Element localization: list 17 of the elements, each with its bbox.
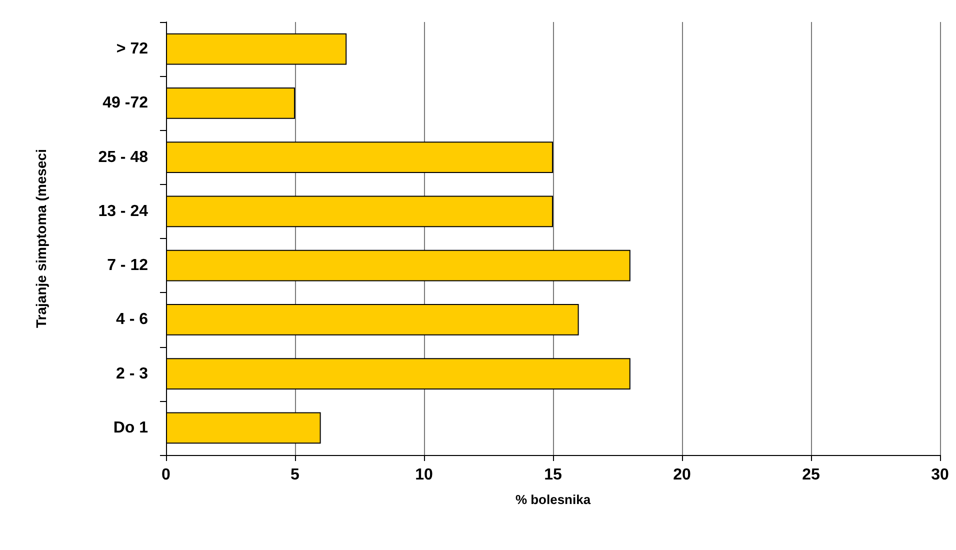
x-tick-label: 30 <box>931 466 949 484</box>
y-tick-label: Do 1 <box>113 419 148 436</box>
y-tick-label: 49 -72 <box>102 94 148 112</box>
y-tick-label: 4 - 6 <box>116 311 148 328</box>
x-axis-title: % bolesnika <box>515 492 592 507</box>
x-tick-label: 0 <box>162 466 171 484</box>
x-tick-label: 10 <box>415 466 433 484</box>
x-tick-label: 20 <box>673 466 691 484</box>
x-tick-label: 5 <box>290 466 300 484</box>
y-tick-label: > 72 <box>116 40 148 58</box>
y-tick-label: 25 - 48 <box>98 148 148 166</box>
y-tick-label: 7 - 12 <box>107 257 148 274</box>
x-tick-label: 25 <box>802 466 820 484</box>
y-tick-label: 13 - 24 <box>98 202 148 220</box>
y-axis-title: Trajanje simptoma (meseci <box>33 149 49 328</box>
x-tick-label: 15 <box>544 466 562 484</box>
y-tick-label: 2 - 3 <box>116 365 148 382</box>
